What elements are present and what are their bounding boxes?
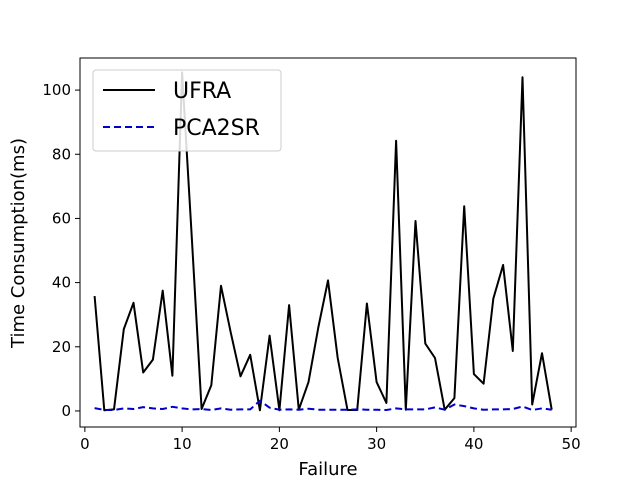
legend-label-pca2sr: PCA2SR — [173, 116, 260, 141]
x-axis-label: Failure — [298, 459, 357, 480]
series-layer — [93, 71, 553, 412]
y-tick-label: 0 — [61, 402, 71, 420]
x-tick-label: 40 — [464, 435, 483, 453]
series-line-ufra — [93, 71, 553, 412]
series-line-pca2sr — [94, 399, 552, 411]
x-tick-label: 20 — [270, 435, 289, 453]
x-tick-label: 10 — [173, 435, 192, 453]
y-tick-label: 80 — [52, 145, 71, 163]
legend: UFRA PCA2SR — [92, 69, 282, 152]
y-axis-label: Time Consumption(ms) — [8, 138, 29, 349]
legend-label-ufra: UFRA — [173, 79, 231, 104]
y-tick-label: 20 — [52, 338, 71, 356]
y-tick-label: 40 — [52, 274, 71, 292]
x-tick-label: 30 — [367, 435, 386, 453]
x-tick-label: 50 — [562, 435, 581, 453]
y-tick-label: 60 — [52, 209, 71, 227]
x-axis-ticks: 0 10 20 30 40 50 — [80, 427, 581, 453]
y-tick-label: 100 — [42, 81, 71, 99]
x-tick-label: 0 — [80, 435, 90, 453]
y-axis-ticks: 0 20 40 60 80 100 — [42, 81, 80, 420]
